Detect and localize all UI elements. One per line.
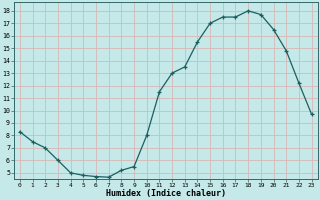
X-axis label: Humidex (Indice chaleur): Humidex (Indice chaleur) — [106, 189, 226, 198]
